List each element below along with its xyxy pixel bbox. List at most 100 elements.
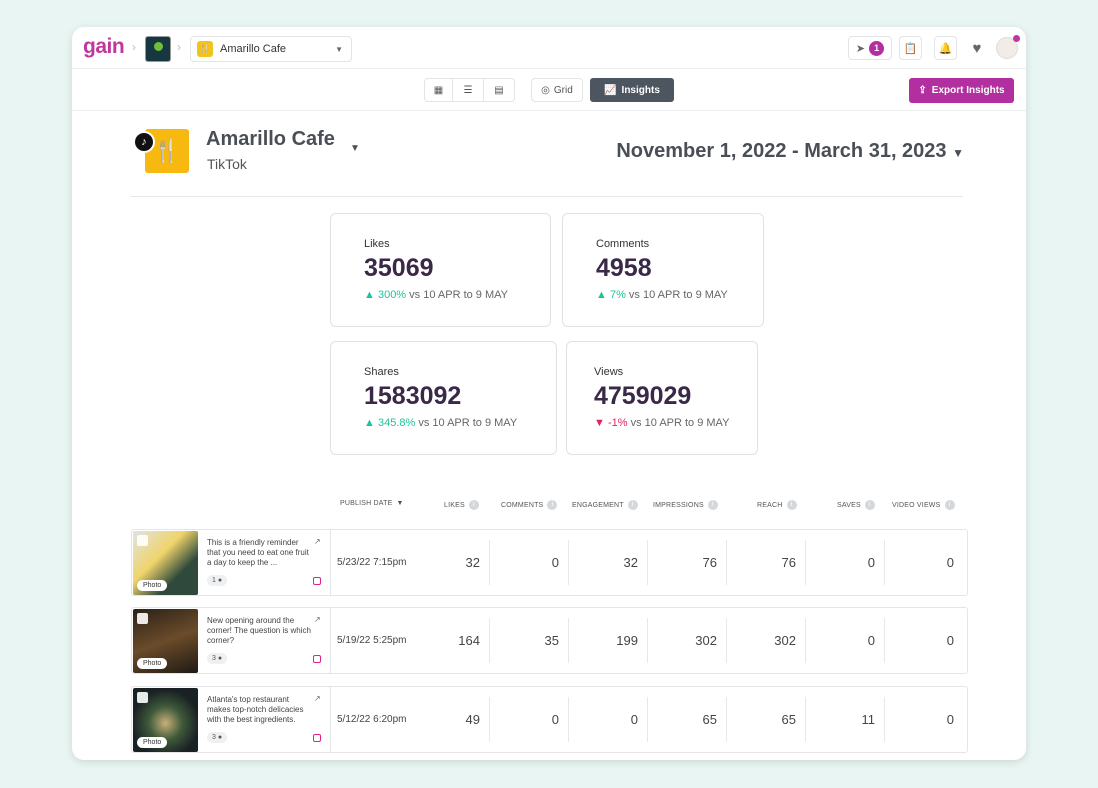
date-range-label: November 1, 2022 - March 31, 2023 xyxy=(616,140,947,162)
brand-avatar[interactable] xyxy=(145,36,171,62)
column-header-video-views[interactable]: VIDEO VIEWS i xyxy=(892,500,955,510)
stat-card-shares: Shares 1583092 ▲ 345.8% vs 10 APR to 9 M… xyxy=(330,341,557,455)
row-checkbox[interactable] xyxy=(137,535,148,546)
metric-cell: 35 xyxy=(489,618,569,663)
post-thumbnail[interactable]: Photo xyxy=(133,609,198,673)
column-header-publish-date[interactable]: PUBLISH DATE ▼ xyxy=(340,500,404,507)
user-avatar[interactable] xyxy=(996,35,1020,59)
stat-label: Shares xyxy=(364,366,399,378)
export-icon: ⇪ xyxy=(918,85,927,96)
post-type-badge: Photo xyxy=(137,658,168,669)
export-label: Export Insights xyxy=(931,85,1005,96)
metric-cell: 0 xyxy=(489,540,569,585)
stat-change-pct: -1% xyxy=(607,417,628,429)
stat-change: ▼ -1% vs 10 APR to 9 MAY xyxy=(594,417,730,429)
external-link-icon[interactable]: ↗ xyxy=(314,694,321,703)
metric-cell: 0 xyxy=(884,697,964,742)
clipboard-button[interactable]: 📋 xyxy=(899,36,922,60)
column-label: IMPRESSIONS xyxy=(653,501,704,509)
tag-count[interactable]: 3 ● xyxy=(207,653,228,664)
info-icon: i xyxy=(944,500,955,510)
view-toolbar: ▦ ☰ ▤ ◎ Grid 📈 Insights ⇪ Export Insights xyxy=(72,69,1026,111)
stat-label: Comments xyxy=(596,238,650,250)
instagram-icon xyxy=(313,655,321,663)
metric-cell: 0 xyxy=(805,618,885,663)
column-header-saves[interactable]: SAVES i xyxy=(837,500,875,510)
post-caption: Atlanta's top restaurant makes top-notch… xyxy=(207,695,304,724)
column-label: REACH xyxy=(757,501,783,509)
metric-cell: 164 xyxy=(458,633,480,648)
tag-count[interactable]: 1 ● xyxy=(207,575,228,586)
external-link-icon[interactable]: ↗ xyxy=(314,537,321,546)
chevron-right-icon: › xyxy=(132,40,136,54)
table-row[interactable]: Photo New opening around the corner! The… xyxy=(131,607,968,674)
table-row[interactable]: Photo Atlanta's top restaurant makes top… xyxy=(131,686,968,753)
stat-value: 4958 xyxy=(596,254,652,282)
calendar-view-button[interactable]: ▤ xyxy=(484,78,515,102)
publish-button[interactable]: ➤ 1 xyxy=(848,36,892,60)
info-icon: i xyxy=(468,500,479,510)
info-icon: i xyxy=(627,500,638,510)
instagram-icon: ◎ xyxy=(541,84,550,96)
grid-icon: ▦ xyxy=(433,84,444,96)
date-range-picker[interactable]: November 1, 2022 - March 31, 2023 ▼ xyxy=(616,140,964,163)
tiktok-icon: ♪ xyxy=(133,131,155,153)
account-logo: 🍴 xyxy=(145,129,189,173)
metric-cell: 0 xyxy=(884,618,964,663)
heart-icon: ♥ xyxy=(972,39,982,57)
metric-cell: 65 xyxy=(726,697,806,742)
chevron-right-icon: › xyxy=(177,40,181,54)
metric-cell: 76 xyxy=(647,540,727,585)
post-thumbnail[interactable]: Photo xyxy=(133,688,198,752)
column-header-reach[interactable]: REACH i xyxy=(757,500,797,510)
stat-card-views: Views 4759029 ▼ -1% vs 10 APR to 9 MAY xyxy=(566,341,758,455)
stat-label: Views xyxy=(594,366,624,378)
row-checkbox[interactable] xyxy=(137,613,148,624)
caret-down-icon: ▼ xyxy=(335,44,343,54)
instagram-icon xyxy=(313,734,321,742)
caret-down-icon: ▼ xyxy=(952,146,964,160)
grid-tab[interactable]: ◎ Grid xyxy=(531,78,583,102)
calendar-icon: ▤ xyxy=(494,84,504,96)
stat-change-pct: 345.8% xyxy=(377,417,416,429)
tag-count-value: 3 xyxy=(212,655,216,662)
grid-view-button[interactable]: ▦ xyxy=(424,78,453,102)
column-header-comments[interactable]: COMMENTS i xyxy=(501,500,558,510)
column-header-engagement[interactable]: ENGAGEMENT i xyxy=(572,500,638,510)
stat-compare: vs 10 APR to 9 MAY xyxy=(628,289,728,301)
tag-icon: ● xyxy=(217,734,223,741)
tag-count[interactable]: 3 ● xyxy=(207,732,228,743)
gain-logo[interactable]: gain xyxy=(83,35,125,58)
external-link-icon[interactable]: ↗ xyxy=(314,615,321,624)
post-caption: This is a friendly reminder that you nee… xyxy=(207,538,309,567)
insights-tab[interactable]: 📈 Insights xyxy=(590,78,674,102)
row-checkbox[interactable] xyxy=(137,692,148,703)
column-header-likes[interactable]: LIKES i xyxy=(444,500,479,510)
stat-change: ▲ 345.8% vs 10 APR to 9 MAY xyxy=(364,417,518,429)
info-icon: i xyxy=(786,500,797,510)
favorites-button[interactable]: ♥ xyxy=(967,36,987,60)
divider xyxy=(330,608,331,673)
info-icon: i xyxy=(707,500,718,510)
column-label: LIKES xyxy=(444,501,465,509)
post-thumbnail[interactable]: Photo xyxy=(133,531,198,595)
stat-value: 4759029 xyxy=(594,382,692,410)
metric-cell: 302 xyxy=(726,618,806,663)
stat-compare: vs 10 APR to 9 MAY xyxy=(418,417,518,429)
list-view-button[interactable]: ☰ xyxy=(453,78,484,102)
metric-cell: 32 xyxy=(568,540,648,585)
bell-icon: 🔔 xyxy=(938,42,953,55)
bell-button[interactable]: 🔔 xyxy=(934,36,957,60)
metric-cell: 302 xyxy=(647,618,727,663)
export-insights-button[interactable]: ⇪ Export Insights xyxy=(909,78,1014,103)
stat-change: ▲ 300% vs 10 APR to 9 MAY xyxy=(364,289,508,301)
column-header-impressions[interactable]: IMPRESSIONS i xyxy=(653,500,718,510)
post-type-badge: Photo xyxy=(137,580,168,591)
table-row[interactable]: Photo This is a friendly reminder that y… xyxy=(131,529,968,596)
app-window: gain › › 🍴 Amarillo Cafe ▼ ➤ 1 📋 🔔 ♥ ▦ ☰ ▤ … xyxy=(72,27,1026,760)
account-dropdown-caret-icon[interactable]: ▼ xyxy=(350,143,360,154)
metric-cell: 0 xyxy=(805,540,885,585)
account-select[interactable]: 🍴 Amarillo Cafe ▼ xyxy=(190,36,352,62)
account-select-label: Amarillo Cafe xyxy=(220,43,287,55)
metric-cell: 49 xyxy=(465,712,480,727)
